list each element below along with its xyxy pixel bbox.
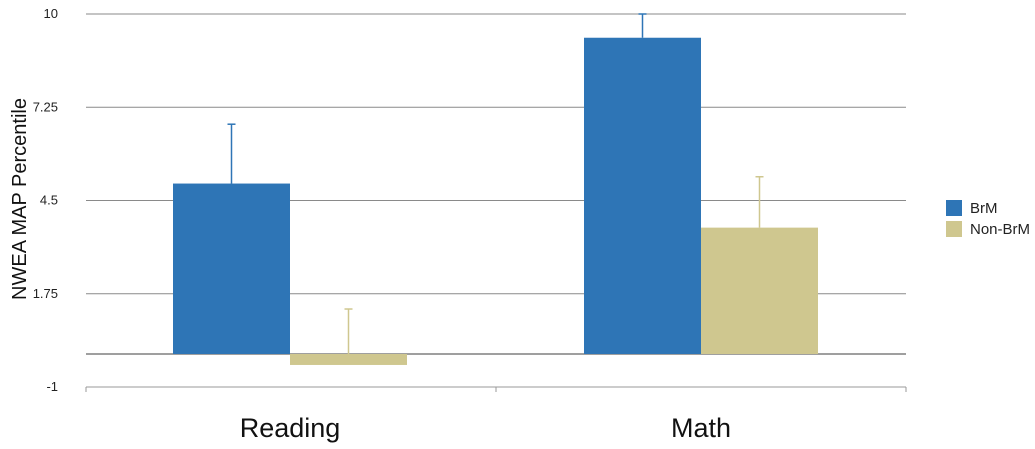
bar-brm-reading: [173, 183, 290, 354]
y-axis-ticks: 10 7.25 4.5 1.75 -1: [33, 6, 58, 394]
legend: BrM Non-BrM: [946, 200, 1030, 238]
y-tick-label: 10: [44, 6, 58, 21]
legend-swatch-brm: [946, 200, 962, 216]
legend-swatch-non-brm: [946, 221, 962, 237]
bar-non-brm-reading: [290, 354, 407, 365]
x-category-label: Reading: [240, 413, 341, 443]
y-tick-label: 7.25: [33, 99, 58, 114]
x-category-label: Math: [671, 413, 731, 443]
bar-non-brm-math: [701, 227, 818, 354]
bars: [173, 37, 818, 365]
y-axis-title: NWEA MAP Percentile: [9, 98, 31, 300]
legend-label-brm: BrM: [970, 200, 998, 217]
legend-label-non-brm: Non-BrM: [970, 221, 1030, 238]
bar-brm-math: [584, 37, 701, 355]
x-axis: Reading Math: [85, 386, 907, 443]
y-tick-label: -1: [46, 379, 58, 394]
error-bars: [227, 13, 764, 354]
y-tick-label: 1.75: [33, 286, 58, 301]
y-tick-label: 4.5: [40, 193, 58, 208]
